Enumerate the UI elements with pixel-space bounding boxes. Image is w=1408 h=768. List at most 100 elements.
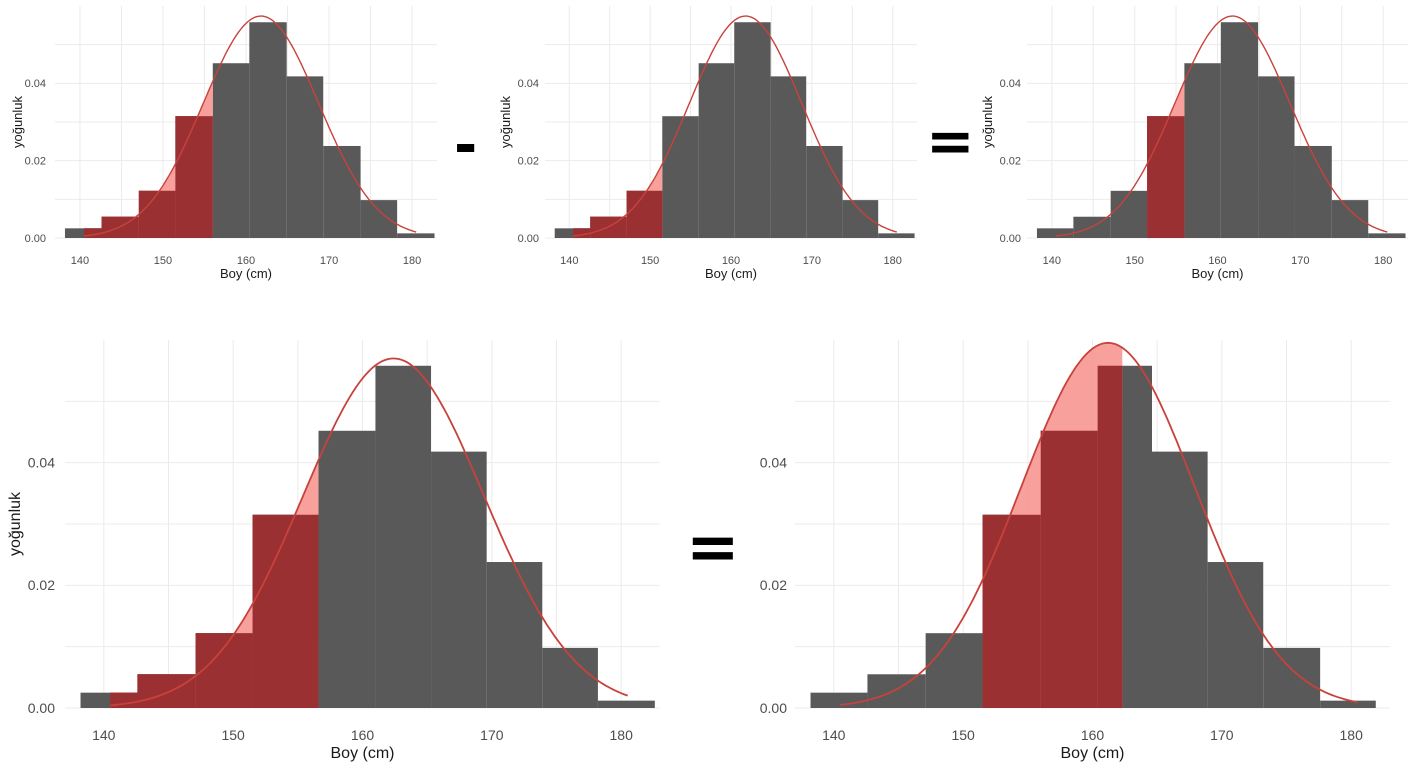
x-axis-title: Boy (cm) [705, 266, 757, 281]
histogram-bar [318, 430, 376, 708]
highlighted-bar-overlay [195, 633, 253, 708]
x-axis-title: Boy (cm) [331, 745, 395, 762]
y-tick-label: 0.00 [25, 233, 46, 245]
histogram-bar [1331, 200, 1369, 238]
y-tick-label: 0.00 [28, 700, 55, 716]
y-tick-label: 0.02 [518, 156, 539, 168]
x-tick-label: 150 [1125, 255, 1143, 267]
y-axis-title: yoğunluk [498, 95, 513, 148]
x-axis-title: Boy (cm) [1061, 745, 1125, 762]
density-curve [83, 15, 417, 237]
highlighted-bar-overlay [1147, 116, 1185, 238]
chart-top-left: 0.00 0.02 0.04 140 150 160 170 180 Boy (cm) yoğun… [10, 6, 437, 281]
highlighted-bar-overlay [84, 228, 102, 238]
histogram-bar [286, 76, 324, 238]
x-tick-label: 180 [1340, 727, 1364, 743]
y-tick-label: 0.02 [28, 577, 55, 593]
histogram-bar [212, 63, 250, 238]
histogram-bar [542, 647, 598, 708]
highlighted-bar-overlay [626, 190, 663, 238]
x-tick-label: 180 [884, 255, 902, 267]
equals-operator-bottom: = [686, 511, 740, 585]
highlighted-bar-overlay [138, 190, 176, 238]
highlighted-bar-overlay [1097, 365, 1123, 708]
y-tick-label: 0.00 [1000, 233, 1021, 245]
x-tick-label: 160 [1208, 255, 1226, 267]
histogram-bar [249, 22, 287, 238]
chart-top-right: 0.00 0.02 0.04 140 150 160 170 180 Boy (cm) yoğun… [980, 6, 1408, 281]
histogram-bar [878, 233, 915, 238]
histogram-bar [1263, 647, 1321, 708]
histogram-bar [360, 200, 398, 238]
x-tick-label: 160 [237, 255, 255, 267]
density-curve [110, 357, 628, 707]
x-tick-label: 150 [641, 255, 659, 267]
minus-operator: - [454, 113, 478, 178]
histogram-bar [1152, 451, 1208, 708]
y-tick-label: 0.00 [518, 233, 539, 245]
histogram-bar [842, 200, 879, 238]
histogram-bar [486, 562, 543, 708]
x-axis-title: Boy (cm) [1192, 266, 1244, 281]
histogram-bar [431, 451, 487, 708]
highlighted-bar-overlay [137, 674, 196, 708]
y-tick-label: 0.02 [760, 577, 787, 593]
y-tick-label: 0.02 [1000, 156, 1021, 168]
histogram-bar [1207, 562, 1264, 708]
x-tick-label: 160 [722, 255, 740, 267]
histogram-bar [806, 145, 843, 238]
chart-top-middle: 0.00 0.02 0.04 140 150 160 170 180 Boy (cm) yoğun… [498, 6, 917, 281]
x-tick-label: 160 [351, 727, 375, 743]
highlighted-bar-overlay [252, 514, 319, 708]
highlighted-bar-overlay [982, 514, 1041, 708]
histogram-bar [1368, 233, 1406, 238]
x-tick-label: 160 [1081, 727, 1105, 743]
x-tick-label: 180 [1374, 255, 1392, 267]
histogram-bar [1036, 228, 1074, 238]
histogram-bar [375, 365, 432, 708]
y-tick-label: 0.04 [28, 455, 55, 471]
x-tick-label: 170 [803, 255, 821, 267]
x-tick-label: 170 [320, 255, 338, 267]
density-curve [840, 341, 1358, 706]
chart-bottom-left: 0.00 0.02 0.04 140 150 160 170 180 Boy (cm) yoğun… [7, 340, 660, 762]
x-tick-label: 170 [1210, 727, 1234, 743]
histogram-bar [1220, 22, 1259, 238]
x-tick-label: 180 [610, 727, 634, 743]
histogram-bar [1110, 190, 1148, 238]
histogram-bar [925, 633, 983, 708]
histogram-bar [1294, 145, 1332, 238]
x-tick-label: 140 [92, 727, 116, 743]
density-curve [1055, 15, 1388, 237]
histogram-bar [810, 692, 868, 708]
y-tick-label: 0.00 [760, 700, 787, 716]
y-axis-title: yoğunluk [10, 95, 25, 148]
x-tick-label: 140 [560, 255, 578, 267]
x-tick-label: 170 [1291, 255, 1309, 267]
x-tick-label: 140 [71, 255, 89, 267]
x-axis-title: Boy (cm) [220, 266, 272, 281]
x-tick-label: 170 [480, 727, 504, 743]
histogram-bar [397, 233, 435, 238]
chart-bottom-right: 0.00 0.02 0.04 140 150 160 170 180 Boy (cm) [760, 340, 1390, 762]
x-tick-label: 150 [221, 727, 245, 743]
x-tick-label: 150 [951, 727, 975, 743]
histogram-bar [1184, 63, 1221, 238]
histogram-bar [64, 228, 102, 238]
x-tick-label: 180 [403, 255, 421, 267]
y-tick-label: 0.04 [518, 78, 539, 90]
x-tick-label: 140 [1043, 255, 1061, 267]
y-axis-title: yoğunluk [980, 95, 995, 148]
density-curve [573, 15, 898, 237]
y-tick-label: 0.04 [25, 78, 46, 90]
histogram-bar [734, 22, 771, 238]
highlighted-bar-overlay [573, 228, 591, 238]
histogram-bar [1320, 700, 1376, 708]
y-tick-label: 0.04 [1000, 78, 1021, 90]
histogram-bar [1258, 76, 1295, 238]
histogram-bar [554, 228, 591, 238]
y-tick-label: 0.02 [25, 156, 46, 168]
histogram-bar [662, 116, 699, 238]
highlighted-bar-overlay [1040, 430, 1098, 708]
